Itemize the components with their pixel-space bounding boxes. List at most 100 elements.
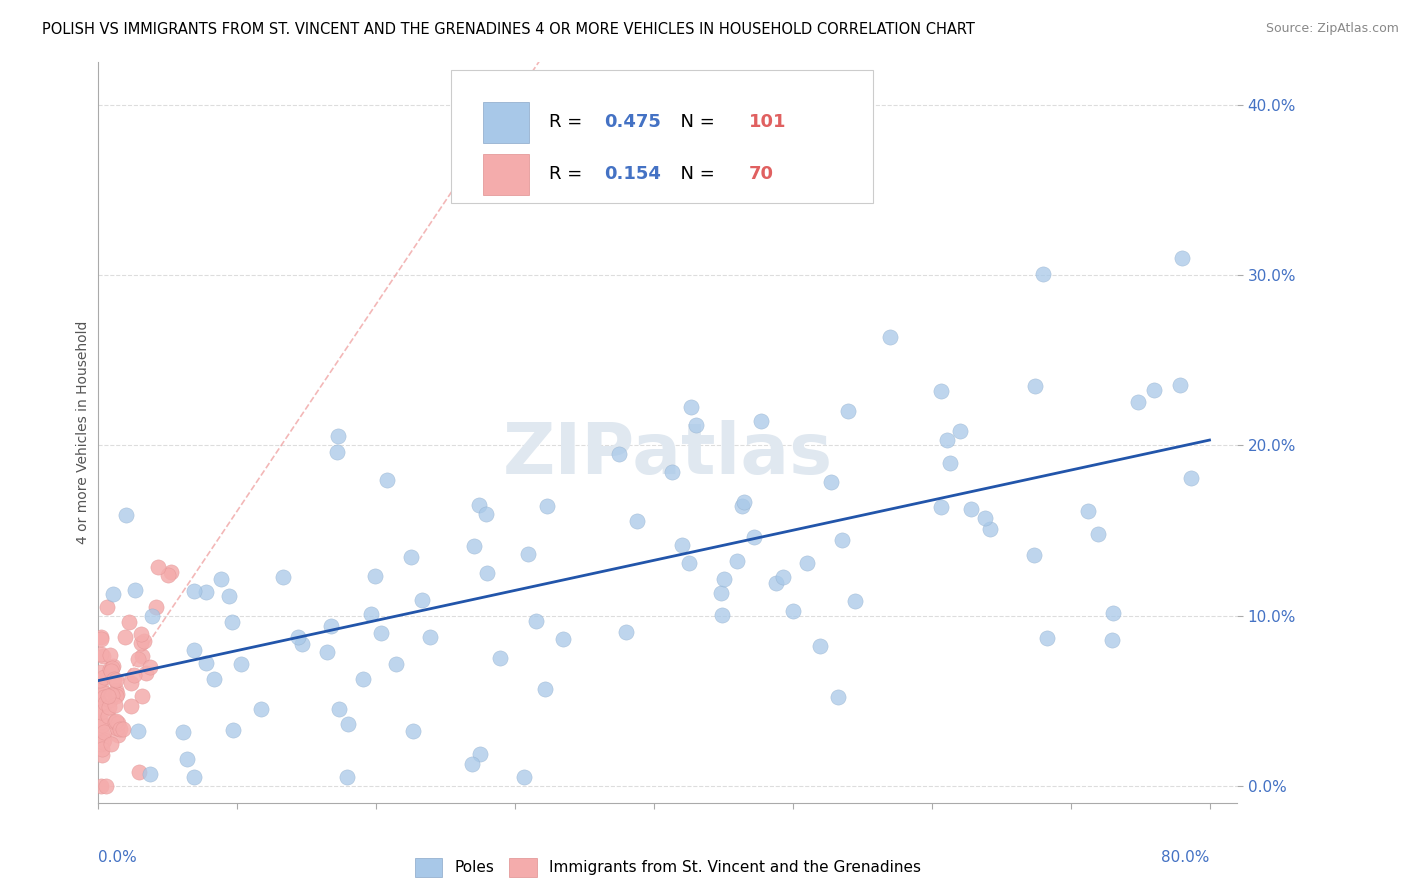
Text: R =: R =	[550, 113, 588, 131]
Point	[827, 690, 849, 704]
Point	[385, 657, 408, 671]
Point	[103, 672, 125, 686]
Point	[127, 652, 149, 666]
Point	[131, 648, 153, 663]
Point	[489, 651, 512, 665]
Point	[91, 735, 114, 749]
Point	[101, 689, 124, 703]
FancyBboxPatch shape	[484, 154, 529, 194]
Point	[105, 687, 128, 701]
Point	[960, 502, 983, 516]
Point	[534, 681, 557, 696]
Point	[97, 709, 120, 723]
Point	[685, 417, 707, 432]
Point	[89, 665, 111, 679]
Point	[467, 498, 489, 512]
Point	[107, 716, 129, 731]
Point	[222, 723, 245, 738]
Point	[1077, 504, 1099, 518]
Point	[100, 737, 122, 751]
Legend: Poles, Immigrants from St. Vincent and the Grenadines: Poles, Immigrants from St. Vincent and t…	[415, 858, 921, 877]
Point	[105, 689, 128, 703]
Point	[138, 660, 160, 674]
Text: 0.475: 0.475	[605, 113, 661, 131]
Text: 80.0%: 80.0%	[1161, 850, 1209, 865]
Point	[172, 724, 194, 739]
Point	[90, 632, 112, 646]
Point	[100, 688, 122, 702]
Point	[782, 604, 804, 618]
Point	[614, 624, 637, 639]
Point	[105, 714, 128, 728]
Point	[626, 514, 648, 528]
Point	[725, 553, 748, 567]
Point	[107, 728, 129, 742]
Point	[974, 511, 997, 525]
Point	[221, 615, 243, 629]
Point	[328, 702, 350, 716]
Point	[101, 659, 124, 673]
Point	[772, 570, 794, 584]
Text: 70: 70	[749, 165, 773, 184]
Point	[91, 748, 114, 763]
Point	[731, 500, 754, 514]
Point	[524, 614, 547, 628]
Point	[1143, 383, 1166, 397]
Point	[129, 636, 152, 650]
Point	[90, 715, 112, 730]
Point	[128, 765, 150, 780]
Point	[103, 587, 125, 601]
Point	[678, 556, 700, 570]
Point	[470, 747, 492, 762]
Point	[96, 779, 118, 793]
Point	[138, 767, 160, 781]
Point	[315, 645, 337, 659]
Point	[90, 727, 112, 741]
Point	[93, 725, 115, 739]
Point	[820, 475, 842, 489]
Y-axis label: 4 or more Vehicles in Household: 4 or more Vehicles in Household	[76, 321, 90, 544]
Point	[709, 586, 731, 600]
Point	[765, 576, 787, 591]
Point	[108, 722, 131, 736]
Point	[132, 634, 155, 648]
Text: N =: N =	[669, 113, 720, 131]
Point	[89, 673, 111, 688]
Point	[104, 698, 127, 712]
Point	[411, 592, 433, 607]
Point	[979, 522, 1001, 536]
Text: 0.0%: 0.0%	[98, 850, 138, 865]
Point	[287, 630, 309, 644]
Point	[93, 733, 115, 747]
Point	[1101, 607, 1123, 621]
Point	[90, 742, 112, 756]
Point	[131, 689, 153, 703]
Point	[370, 625, 392, 640]
Point	[326, 444, 349, 458]
Text: 101: 101	[749, 113, 786, 131]
Point	[661, 465, 683, 479]
Point	[250, 702, 273, 716]
Point	[118, 615, 141, 630]
Point	[101, 661, 124, 675]
Point	[141, 608, 163, 623]
Point	[1087, 526, 1109, 541]
Point	[135, 665, 157, 680]
Point	[209, 573, 232, 587]
Point	[536, 499, 558, 513]
Point	[475, 566, 498, 580]
Point	[326, 429, 349, 443]
Point	[948, 424, 970, 438]
Point	[93, 648, 115, 663]
Point	[111, 722, 134, 736]
Point	[97, 700, 120, 714]
Point	[90, 779, 112, 793]
Point	[463, 539, 485, 553]
Point	[127, 723, 149, 738]
Point	[194, 585, 217, 599]
Point	[93, 690, 115, 704]
Point	[183, 770, 205, 784]
Point	[936, 433, 959, 447]
Point	[194, 657, 217, 671]
Point	[98, 662, 121, 676]
